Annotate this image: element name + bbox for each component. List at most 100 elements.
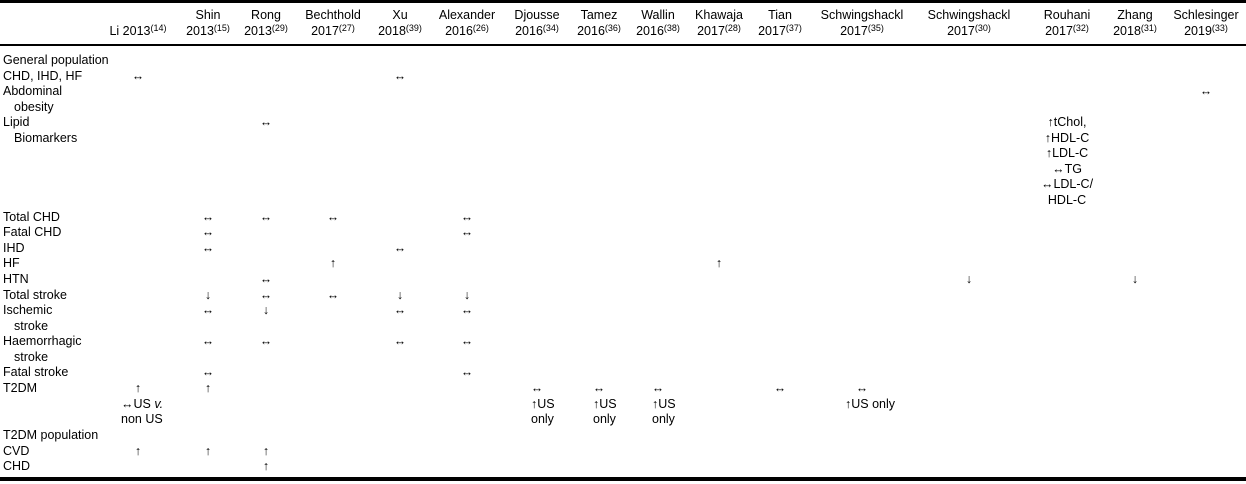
- reference-number: (15): [213, 23, 230, 33]
- reference-number: (35): [867, 23, 884, 33]
- column-header-schwingshackl-2017-35: Schwingshackl 2017(35): [821, 7, 904, 39]
- column-year: 2017(27): [311, 23, 355, 39]
- effect-note: ↔TG: [1052, 161, 1082, 176]
- column-year: 2018(31): [1113, 23, 1157, 39]
- arrow-no-association-icon: ↔: [326, 288, 340, 302]
- row-label-cvd: CVD: [3, 444, 30, 458]
- reference-number: (14): [150, 23, 167, 33]
- column-year: 2013(15): [186, 23, 230, 39]
- table-top-rule: [0, 0, 1246, 3]
- effect-note: non US: [121, 412, 163, 426]
- reference-number: (28): [724, 23, 741, 33]
- column-header-schwingshackl-2017-30: Schwingshackl 2017(30): [928, 7, 1011, 39]
- column-year: 2019(33): [1184, 23, 1228, 39]
- column-year: 2016(34): [515, 23, 559, 39]
- row-label-chd-ihd-hf: CHD, IHD, HF: [3, 69, 83, 83]
- arrow-up-icon: ↑: [262, 444, 270, 458]
- arrow-no-association-icon: ↔: [460, 334, 474, 348]
- arrow-no-association-icon: ↔: [592, 381, 606, 395]
- column-header-shin-2013-15: Shin 2013(15): [186, 7, 230, 39]
- column-author: Wallin: [641, 8, 675, 22]
- row-label-abdominal: Abdominal: [3, 84, 63, 98]
- italic-versus: v.: [154, 396, 164, 411]
- arrow-up-icon: ↑: [134, 444, 142, 458]
- column-year: Li 2013(14): [109, 23, 167, 39]
- arrow-no-association-icon: ↔: [201, 365, 215, 379]
- column-author: Schwingshackl: [820, 8, 904, 22]
- row-label-abdominal-continued: obesity: [14, 99, 54, 114]
- arrow-no-association-icon: ↔: [393, 69, 407, 83]
- arrow-no-association-icon: ↔: [201, 241, 215, 255]
- column-author: Shin: [195, 8, 221, 22]
- arrow-no-association-icon: ↔: [259, 115, 273, 129]
- effect-note: only: [531, 412, 554, 426]
- effect-note: ↑US: [593, 396, 617, 411]
- column-year: 2017(28): [697, 23, 741, 39]
- row-label-haemorrhagic-continued: stroke: [14, 349, 49, 364]
- column-header-alexander-2016-26: Alexander 2016(26): [439, 7, 495, 39]
- arrow-up-icon: ↑: [715, 256, 723, 270]
- reference-number: (38): [663, 23, 680, 33]
- arrow-up-icon: ↑: [262, 459, 270, 473]
- arrow-no-association-icon: ↔: [259, 210, 273, 224]
- effect-note: only: [652, 412, 675, 426]
- arrow-no-association-icon: ↔: [530, 381, 544, 395]
- column-author: Schlesinger: [1173, 8, 1239, 22]
- effect-note: ↑HDL-C: [1044, 130, 1090, 145]
- column-header-xu-2018-39: Xu 2018(39): [378, 7, 422, 39]
- column-author: Bechthold: [305, 8, 361, 22]
- table-header-rule: [0, 44, 1246, 46]
- column-year: 2017(30): [947, 23, 991, 39]
- column-author: Xu: [392, 8, 408, 22]
- row-label-haemorrhagic: Haemorrhagic: [3, 334, 82, 348]
- column-header-tamez-2016-36: Tamez 2016(36): [577, 7, 621, 39]
- column-year: 2016(36): [577, 23, 621, 39]
- arrow-down-icon: ↓: [262, 303, 270, 317]
- column-author: Zhang: [1117, 8, 1153, 22]
- row-label-lipid: Lipid: [3, 115, 30, 129]
- effect-note: ↑US only: [845, 396, 896, 411]
- row-label-hf: HF: [3, 256, 20, 270]
- arrow-up-icon: ↑: [204, 381, 212, 395]
- column-header-bechthold-2017-27: Bechthold 2017(27): [305, 7, 361, 39]
- arrow-no-association-icon: ↔: [393, 241, 407, 255]
- effect-note: ↑tChol,: [1047, 115, 1087, 129]
- column-header-zhang-2018-31: Zhang 2018(31): [1113, 7, 1157, 39]
- column-header-rouhani-2017-32: Rouhani 2017(32): [1044, 7, 1091, 39]
- column-author: Djousse: [514, 8, 560, 22]
- row-label-chd: CHD: [3, 459, 31, 473]
- arrow-no-association-icon: ↔: [651, 381, 665, 395]
- column-header-khawaja-2017-28: Khawaja 2017(28): [695, 7, 743, 39]
- effect-note: only: [593, 412, 616, 426]
- column-year: 2017(37): [758, 23, 802, 39]
- column-year: 2013(29): [244, 23, 288, 39]
- arrow-no-association-icon: ↔: [460, 303, 474, 317]
- arrow-no-association-icon: ↔: [259, 272, 273, 286]
- column-header-rong-2013-29: Rong 2013(29): [244, 7, 288, 39]
- column-header-li-2013-14: Li 2013(14): [109, 7, 166, 39]
- arrow-up-icon: ↑: [134, 381, 142, 395]
- arrow-no-association-icon: ↔: [201, 303, 215, 317]
- arrow-no-association-icon: ↔: [460, 225, 474, 239]
- arrow-no-association-icon: ↔: [259, 334, 273, 348]
- column-header-schlesinger-2019-33: Schlesinger 2019(33): [1173, 7, 1238, 39]
- reference-number: (31): [1140, 23, 1157, 33]
- arrow-no-association-icon: ↔: [131, 69, 145, 83]
- reference-number: (34): [542, 23, 559, 33]
- reference-number: (32): [1072, 23, 1089, 33]
- arrow-no-association-icon: ↔: [393, 334, 407, 348]
- column-year: 2016(26): [445, 23, 489, 39]
- effect-note: ↑LDL-C: [1045, 146, 1089, 160]
- table-bottom-rule: [0, 477, 1246, 481]
- row-label-ischemic-continued: stroke: [14, 318, 49, 333]
- row-label-ischemic: Ischemic: [3, 303, 53, 317]
- row-label-total-chd: Total CHD: [3, 210, 60, 224]
- column-header-tian-2017-37: Tian 2017(37): [758, 7, 802, 39]
- arrow-no-association-icon: ↔: [460, 365, 474, 379]
- reference-number: (27): [338, 23, 355, 33]
- arrow-no-association-icon: ↔: [201, 225, 215, 239]
- section-label-general-population: General population: [3, 53, 109, 67]
- column-year: 2016(38): [636, 23, 680, 39]
- reference-number: (39): [405, 23, 422, 33]
